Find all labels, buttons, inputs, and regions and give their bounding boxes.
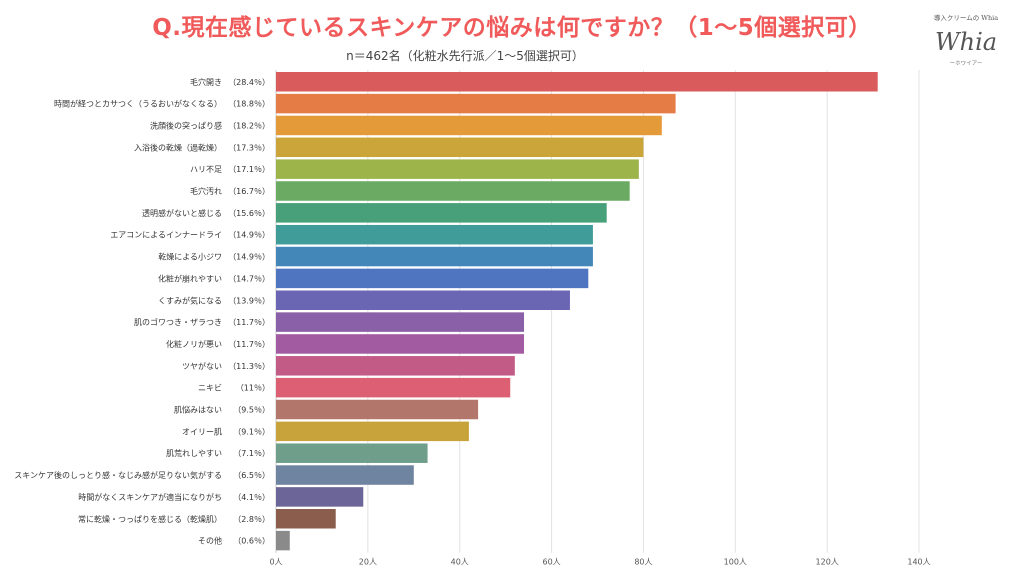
percent-label: （6.5％） <box>233 471 270 480</box>
category-label: 入浴後の乾燥（過乾燥） <box>134 142 222 152</box>
bar <box>276 290 570 310</box>
percent-label: （11％） <box>236 384 270 393</box>
percent-label: （11.3％） <box>228 362 270 371</box>
category-label: 時間が経つとカサつく（うるおいがなくなる） <box>54 99 222 109</box>
category-label: くすみが気になる <box>158 295 222 305</box>
category-label: 乾燥による小ジワ <box>158 252 222 262</box>
percent-label: （14.9％） <box>228 253 270 262</box>
bar <box>276 465 414 485</box>
bar <box>276 530 290 551</box>
x-tick-label: 80人 <box>634 558 652 567</box>
x-tick-label: 20人 <box>359 558 377 567</box>
bar <box>276 487 364 507</box>
x-tick-label: 40人 <box>451 558 469 567</box>
x-tick-label: 140人 <box>907 558 930 567</box>
category-labels: （28.4％） 毛穴開き （18.8％） 時間が経つとカサつく（うるおいがなくなる） （… <box>14 77 270 546</box>
percent-label: （0.6％） <box>233 537 270 546</box>
bar <box>276 356 515 376</box>
x-axis-ticks: 0人 20人 40人 60人 80人 100人 120人 140人 <box>269 558 930 567</box>
category-label: 化粧が崩れやすい <box>158 273 222 283</box>
category-label: ニキビ <box>198 384 222 393</box>
category-label: 肌荒れしやすい <box>166 448 222 458</box>
logo-script-text: Whia <box>935 28 997 56</box>
percent-label: （17.3％） <box>228 143 270 152</box>
percent-label: （11.7％） <box>228 340 270 349</box>
category-label: 時間がなくスキンケアが適当になりがち <box>78 492 222 502</box>
percent-label: （13.9％） <box>228 296 270 305</box>
percent-label: （18.2％） <box>228 121 270 130</box>
bar <box>276 443 428 463</box>
percent-label: （4.1％） <box>233 493 270 502</box>
x-tick-label: 60人 <box>542 558 560 567</box>
category-label: 化粧ノリが悪い <box>166 339 222 349</box>
category-label: オイリー肌 <box>182 427 222 436</box>
category-label: 毛穴開き <box>190 77 222 87</box>
bars <box>276 72 878 551</box>
percent-label: （14.7％） <box>228 274 270 283</box>
x-tick-label: 0人 <box>269 558 282 567</box>
category-label: その他 <box>198 536 222 546</box>
percent-label: （9.5％） <box>233 406 270 415</box>
category-label: 肌のゴワつき・ザラつき <box>134 317 222 327</box>
category-label: 肌悩みはない <box>174 405 222 415</box>
bar <box>276 181 630 201</box>
percent-label: （15.6％） <box>228 209 270 218</box>
bar <box>276 93 676 114</box>
brand-logo: 導入クリームの Whia Whia ーホワイアー <box>934 13 998 67</box>
bar <box>276 224 593 245</box>
logo-bottom-text: ーホワイアー <box>950 60 983 67</box>
percent-label: （17.1％） <box>228 165 270 174</box>
chart-subtitle: n＝462名（化粧水先行派／1〜5個選択可） <box>346 49 584 63</box>
category-label: ツヤがない <box>182 361 222 371</box>
bar <box>276 421 469 442</box>
bar <box>276 159 639 179</box>
x-tick-label: 100人 <box>724 558 747 567</box>
bar <box>276 203 607 223</box>
percent-label: （11.7％） <box>228 318 270 327</box>
percent-label: （18.8％） <box>228 100 270 109</box>
percent-label: （2.8％） <box>233 515 270 524</box>
bar <box>276 246 593 267</box>
percent-label: （28.4％） <box>228 78 270 87</box>
bar <box>276 115 662 136</box>
category-label: 透明感がないと感じる <box>142 208 222 218</box>
category-label: 常に乾燥・つっぱりを感じる（乾燥肌） <box>78 514 222 524</box>
bar <box>276 268 589 289</box>
category-label: ハリ不足 <box>190 165 222 174</box>
chart-title: Q.現在感じているスキンケアの悩みは何ですか？（1〜5個選択可） <box>152 15 872 41</box>
bar <box>276 334 525 354</box>
category-label: 洗顔後の突っぱり感 <box>150 120 222 130</box>
bar <box>276 312 525 332</box>
bar <box>276 137 644 158</box>
category-label: 毛穴汚れ <box>190 186 222 196</box>
bar <box>276 509 336 529</box>
logo-top-text: 導入クリームの Whia <box>934 13 998 22</box>
category-label: スキンケア後のしっとり感・なじみ感が足りない気がする <box>14 470 222 480</box>
percent-label: （9.1％） <box>233 427 270 436</box>
bar <box>276 72 878 92</box>
percent-label: （14.9％） <box>228 231 270 240</box>
percent-label: （16.7％） <box>228 187 270 196</box>
bar <box>276 399 479 420</box>
x-tick-label: 120人 <box>816 558 839 567</box>
category-label: エアコンによるインナードライ <box>110 231 222 240</box>
bar <box>276 377 511 398</box>
percent-label: （7.1％） <box>233 449 270 458</box>
